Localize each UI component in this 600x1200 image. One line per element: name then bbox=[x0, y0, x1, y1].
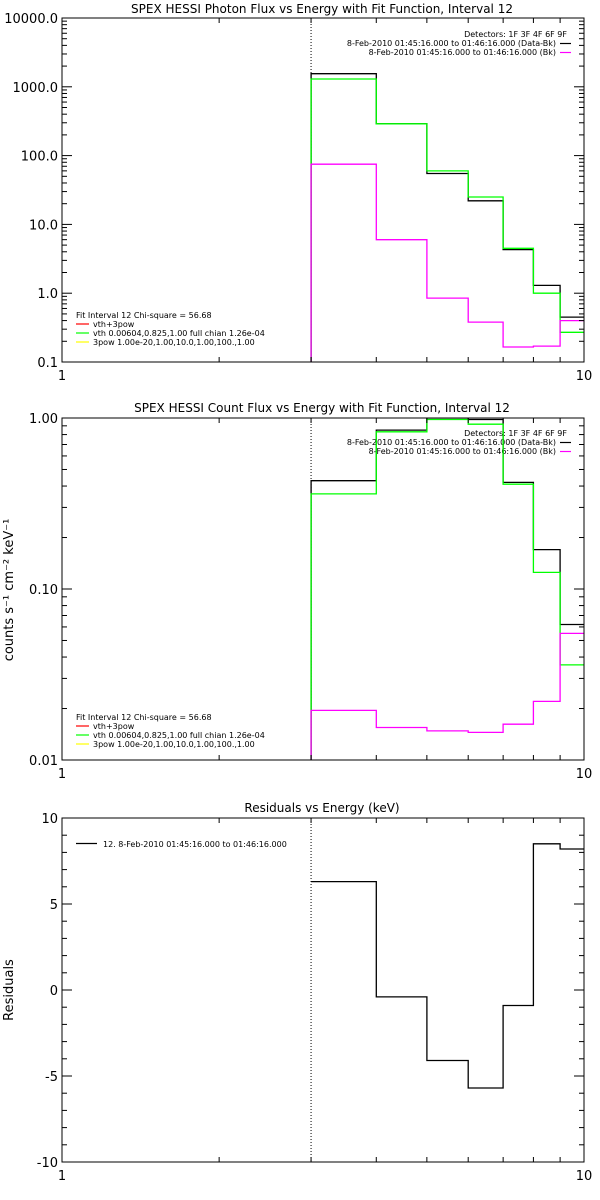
residuals-ytick-label: 5 bbox=[50, 898, 58, 913]
count-fit-vth: vth 0.00604,0.825,1.00 full chian 1.26e-… bbox=[93, 731, 265, 740]
count-xtick-label: 1 bbox=[58, 767, 66, 782]
count-ytick-label: 1.00 bbox=[29, 412, 58, 427]
count-fit-legend-header: Fit Interval 12 Chi-square = 56.68 bbox=[76, 713, 212, 722]
photon-series-data-bk bbox=[310, 73, 584, 362]
photon-series-group bbox=[310, 73, 584, 362]
photon-ytick-label: 10000.0 bbox=[4, 12, 58, 27]
residuals-ytick-label: 0 bbox=[50, 984, 58, 999]
photon-fit-vth3pow: vth+3pow bbox=[93, 320, 135, 329]
count-legend-bk: 8-Feb-2010 01:45:16.000 to 01:46:16.000 … bbox=[369, 447, 556, 456]
count-series-fit bbox=[310, 418, 584, 760]
count-flux-title: SPEX HESSI Count Flux vs Energy with Fit… bbox=[134, 401, 510, 415]
photon-ytick-label: 1.0 bbox=[37, 287, 58, 302]
residuals-series-group bbox=[311, 843, 584, 1089]
photon-xtick-label: 10 bbox=[576, 369, 593, 384]
residuals-xtick-label: 1 bbox=[58, 1169, 66, 1184]
photon-flux-title: SPEX HESSI Photon Flux vs Energy with Fi… bbox=[131, 2, 513, 16]
residuals-ytick-label: -5 bbox=[45, 1070, 58, 1085]
photon-series-bk bbox=[310, 163, 584, 362]
residuals-xtick-label: 10 bbox=[576, 1169, 593, 1184]
residuals-title: Residuals vs Energy (keV) bbox=[244, 801, 399, 815]
count-fit-3pow: 3pow 1.00e-20,1.00,10.0,1.00,100.,1.00 bbox=[93, 740, 255, 749]
residuals-series-residual bbox=[311, 843, 584, 1089]
photon-fit-3pow: 3pow 1.00e-20,1.00,10.0,1.00,100.,1.00 bbox=[93, 338, 255, 347]
residuals-legend-label: 12. 8-Feb-2010 01:45:16.000 to 01:46:16.… bbox=[103, 840, 287, 849]
count-series-group bbox=[310, 418, 584, 760]
photon-fit-vth: vth 0.00604,0.825,1.00 full chian 1.26e-… bbox=[93, 329, 265, 338]
count-ytick-label: 0.10 bbox=[29, 583, 58, 598]
photon-ytick-label: 100.0 bbox=[21, 150, 58, 165]
photon-ytick-label: 1000.0 bbox=[13, 81, 59, 96]
photon-fit-legend-header: Fit Interval 12 Chi-square = 56.68 bbox=[76, 311, 212, 320]
residuals-ylabel: Residuals bbox=[2, 959, 17, 1021]
photon-plot-frame bbox=[61, 17, 585, 363]
count-ytick-label: 0.01 bbox=[29, 754, 58, 769]
photon-ytick-label: 10.0 bbox=[29, 218, 58, 233]
count-series-bk bbox=[310, 632, 584, 760]
residuals-ytick-label: -10 bbox=[37, 1156, 58, 1171]
count-legend-data-bk: 8-Feb-2010 01:45:16.000 to 01:46:16.000 … bbox=[347, 438, 556, 447]
photon-xtick-label: 1 bbox=[58, 369, 66, 384]
photon-series-fit bbox=[310, 78, 584, 362]
photon-legend-data-bk: 8-Feb-2010 01:45:16.000 to 01:46:16.000 … bbox=[347, 39, 556, 48]
count-xtick-label: 10 bbox=[576, 767, 593, 782]
residuals-ytick-label: 10 bbox=[41, 812, 58, 827]
count-detectors-label: Detectors: 1F 3F 4F 6F 9F bbox=[464, 429, 567, 438]
photon-detectors-label: Detectors: 1F 3F 4F 6F 9F bbox=[464, 30, 567, 39]
count-fit-vth3pow: vth+3pow bbox=[93, 722, 135, 731]
residuals-plot-frame bbox=[61, 817, 585, 1163]
count-series-data-bk bbox=[310, 418, 584, 760]
count-plot-frame bbox=[61, 417, 585, 761]
count-flux-ylabel: counts s⁻¹ cm⁻² keV⁻¹ bbox=[2, 519, 17, 662]
photon-legend-bk: 8-Feb-2010 01:45:16.000 to 01:46:16.000 … bbox=[369, 48, 556, 57]
photon-ytick-label: 0.1 bbox=[37, 356, 58, 371]
